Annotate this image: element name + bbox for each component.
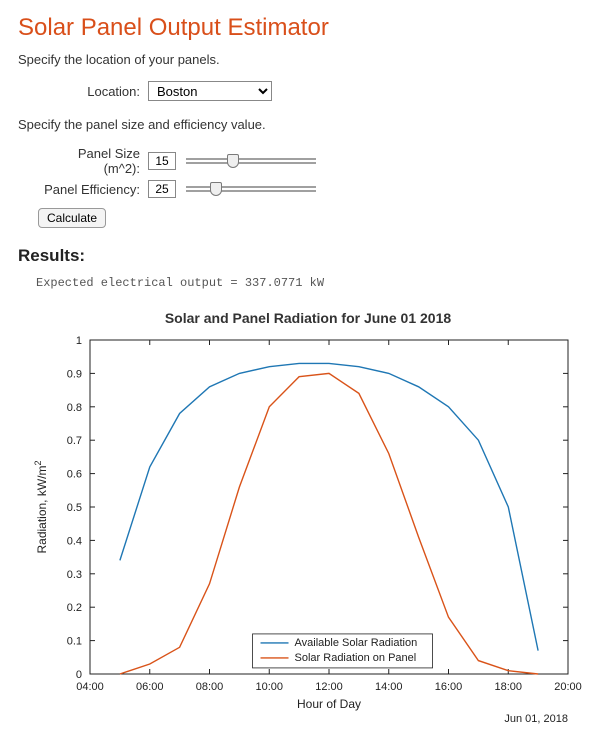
svg-text:18:00: 18:00 (494, 681, 522, 693)
svg-text:0.9: 0.9 (67, 368, 82, 380)
svg-text:Hour of Day: Hour of Day (297, 697, 361, 711)
svg-text:12:00: 12:00 (315, 681, 343, 693)
svg-text:1: 1 (76, 335, 82, 347)
output-text: Expected electrical output = 337.0771 kW (36, 276, 588, 290)
svg-text:08:00: 08:00 (196, 681, 224, 693)
svg-text:0.7: 0.7 (67, 435, 82, 447)
panel-eff-row: Panel Efficiency: (38, 180, 588, 198)
svg-text:06:00: 06:00 (136, 681, 164, 693)
panel-eff-label: Panel Efficiency: (38, 182, 148, 197)
svg-text:16:00: 16:00 (435, 681, 463, 693)
panel-size-row: Panel Size (m^2): (38, 146, 588, 176)
svg-text:0.3: 0.3 (67, 569, 82, 581)
location-row: Location: Boston (38, 81, 588, 101)
panel-eff-slider[interactable] (186, 180, 316, 198)
svg-text:Available Solar Radiation: Available Solar Radiation (295, 637, 418, 649)
svg-text:0.1: 0.1 (67, 636, 82, 648)
svg-text:20:00: 20:00 (554, 681, 582, 693)
instruction-panel: Specify the panel size and efficiency va… (18, 117, 588, 132)
location-select[interactable]: Boston (148, 81, 272, 101)
svg-text:10:00: 10:00 (255, 681, 283, 693)
page-title: Solar Panel Output Estimator (18, 14, 588, 42)
instruction-location: Specify the location of your panels. (18, 52, 588, 67)
svg-text:0.6: 0.6 (67, 469, 82, 481)
svg-text:0.2: 0.2 (67, 602, 82, 614)
panel-size-input[interactable] (148, 152, 176, 170)
svg-text:Solar Radiation on Panel: Solar Radiation on Panel (295, 652, 417, 664)
svg-text:0.4: 0.4 (67, 535, 82, 547)
results-heading: Results: (18, 246, 588, 266)
svg-text:0: 0 (76, 669, 82, 681)
svg-text:0.5: 0.5 (67, 502, 82, 514)
svg-text:14:00: 14:00 (375, 681, 403, 693)
panel-eff-input[interactable] (148, 180, 176, 198)
calculate-button[interactable]: Calculate (38, 208, 106, 228)
svg-text:Jun 01, 2018: Jun 01, 2018 (504, 713, 568, 725)
panel-size-label: Panel Size (m^2): (38, 146, 148, 176)
radiation-chart: Solar and Panel Radiation for June 01 20… (28, 310, 588, 730)
svg-text:04:00: 04:00 (76, 681, 104, 693)
svg-text:0.8: 0.8 (67, 402, 82, 414)
location-label: Location: (38, 84, 148, 99)
svg-text:Radiation, kW/m2: Radiation, kW/m2 (33, 460, 49, 553)
panel-size-slider[interactable] (186, 152, 316, 170)
chart-title: Solar and Panel Radiation for June 01 20… (28, 310, 588, 326)
